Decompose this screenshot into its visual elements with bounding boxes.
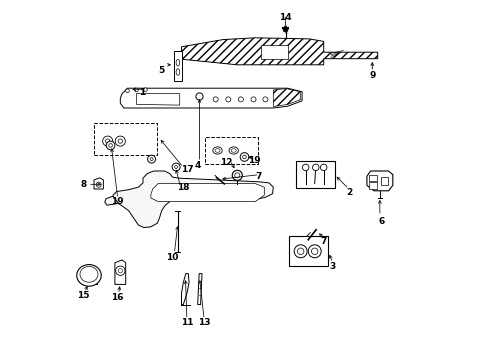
Text: 16: 16 [111, 292, 124, 302]
Text: 4: 4 [194, 161, 201, 170]
Text: 7: 7 [255, 172, 262, 181]
Polygon shape [120, 88, 302, 108]
Polygon shape [113, 171, 273, 228]
Text: 3: 3 [329, 262, 335, 271]
Text: 18: 18 [177, 184, 189, 192]
Text: 17: 17 [180, 165, 193, 174]
Circle shape [174, 166, 177, 168]
Circle shape [311, 248, 317, 255]
FancyBboxPatch shape [204, 137, 258, 164]
Circle shape [297, 248, 303, 255]
Text: 13: 13 [198, 318, 210, 328]
Circle shape [283, 27, 287, 32]
Ellipse shape [215, 149, 220, 152]
Polygon shape [181, 38, 377, 65]
Circle shape [143, 88, 147, 91]
Circle shape [150, 158, 153, 161]
Circle shape [108, 144, 112, 147]
FancyBboxPatch shape [94, 123, 157, 155]
Circle shape [263, 97, 267, 102]
Circle shape [115, 266, 125, 275]
Polygon shape [151, 184, 264, 202]
Text: 12: 12 [220, 158, 232, 167]
Text: 6: 6 [377, 217, 384, 226]
Circle shape [240, 153, 248, 161]
Text: 10: 10 [165, 253, 178, 262]
Text: 7: 7 [320, 237, 326, 246]
Text: 14: 14 [279, 13, 291, 22]
FancyBboxPatch shape [295, 161, 334, 188]
Circle shape [234, 173, 239, 178]
Circle shape [106, 141, 115, 150]
Text: 1: 1 [139, 88, 145, 97]
Circle shape [250, 97, 256, 102]
FancyBboxPatch shape [288, 236, 328, 266]
Circle shape [118, 269, 122, 273]
Circle shape [96, 182, 101, 187]
FancyBboxPatch shape [260, 45, 287, 59]
Text: 11: 11 [180, 318, 193, 328]
Circle shape [125, 89, 129, 93]
Text: 19: 19 [111, 197, 124, 206]
Circle shape [102, 136, 113, 146]
FancyBboxPatch shape [368, 182, 377, 189]
FancyBboxPatch shape [368, 175, 377, 181]
Circle shape [312, 164, 318, 171]
Circle shape [172, 163, 180, 171]
Circle shape [238, 97, 243, 102]
Circle shape [196, 93, 203, 100]
Ellipse shape [77, 265, 101, 286]
Ellipse shape [212, 147, 222, 154]
Ellipse shape [176, 59, 179, 66]
Circle shape [147, 155, 155, 163]
Circle shape [118, 139, 122, 143]
Circle shape [115, 136, 125, 146]
Text: 2: 2 [345, 188, 351, 197]
Ellipse shape [80, 266, 98, 282]
Text: 5: 5 [158, 66, 164, 75]
Ellipse shape [176, 69, 179, 75]
Circle shape [225, 97, 230, 102]
Text: 8: 8 [80, 180, 86, 189]
Polygon shape [197, 274, 202, 305]
FancyBboxPatch shape [174, 51, 182, 81]
Polygon shape [273, 89, 300, 107]
Circle shape [294, 245, 306, 258]
FancyBboxPatch shape [380, 177, 387, 185]
Text: 15: 15 [77, 291, 89, 300]
Circle shape [302, 164, 308, 171]
Ellipse shape [231, 149, 236, 152]
Circle shape [105, 139, 110, 143]
Circle shape [213, 97, 218, 102]
Circle shape [242, 155, 246, 159]
Ellipse shape [228, 147, 238, 154]
Circle shape [134, 88, 138, 92]
Polygon shape [115, 260, 125, 284]
Polygon shape [181, 274, 189, 305]
Polygon shape [136, 94, 179, 105]
Polygon shape [366, 171, 392, 191]
Polygon shape [94, 178, 103, 189]
Text: 9: 9 [368, 71, 375, 80]
Circle shape [320, 164, 326, 171]
Circle shape [307, 245, 321, 258]
Circle shape [232, 170, 242, 180]
Text: 19: 19 [247, 156, 260, 165]
Polygon shape [104, 196, 118, 205]
